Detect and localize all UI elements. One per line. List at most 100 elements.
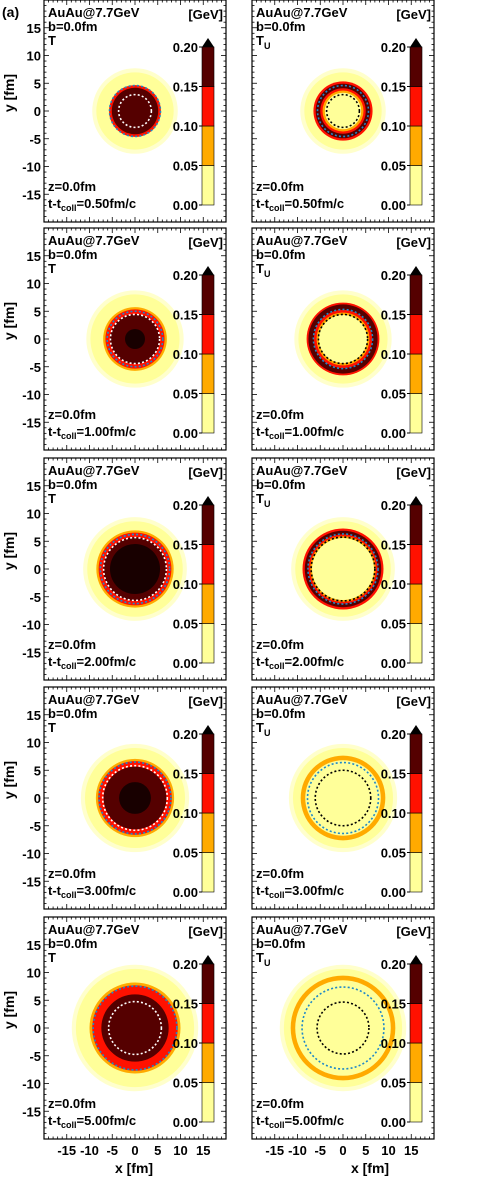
colorbar-segment-3 bbox=[409, 274, 423, 315]
x-tick-label: -15 bbox=[57, 1143, 76, 1158]
colorbar-segment-1 bbox=[409, 125, 423, 166]
x-tick-label: 10 bbox=[381, 1143, 395, 1158]
colorbar-segment-2 bbox=[409, 544, 423, 585]
colorbar-segment-1 bbox=[201, 583, 215, 624]
y-tick-label: -15 bbox=[22, 1104, 41, 1119]
y-tick-label: 5 bbox=[34, 304, 41, 319]
colorbar-extend-arrow bbox=[410, 496, 422, 505]
colorbar-extend-arrow bbox=[202, 725, 214, 734]
contour-line-1 bbox=[107, 1000, 163, 1056]
contour-line-0 bbox=[99, 533, 171, 605]
contour-line-0 bbox=[312, 308, 374, 370]
time-label: t-tcoll=0.50fm/c bbox=[48, 196, 136, 213]
x-tick-label: -10 bbox=[80, 1143, 99, 1158]
colorbar-tick-label: 0.20 bbox=[173, 268, 198, 283]
y-tick-label: 0 bbox=[34, 1021, 41, 1036]
colorbar-segment-2 bbox=[201, 314, 215, 355]
colorbar-segment-3 bbox=[201, 46, 215, 87]
heatmap-area bbox=[83, 517, 187, 621]
y-tick-label: -15 bbox=[22, 187, 41, 202]
contour-zone-2 bbox=[295, 980, 391, 1076]
contour-line-1 bbox=[314, 769, 372, 827]
quantity-label: T bbox=[48, 33, 56, 48]
colorbar-tick-label: 0.15 bbox=[381, 80, 406, 95]
time-label: t-tcoll=5.00fm/c bbox=[48, 1113, 136, 1130]
contour-line-1 bbox=[325, 93, 361, 129]
system-label: AuAu@7.7GeV bbox=[48, 692, 140, 707]
y-tick-label: -10 bbox=[22, 847, 41, 862]
colorbar-tick-label: 0.05 bbox=[173, 387, 198, 402]
y-tick-label: 10 bbox=[27, 49, 41, 64]
colorbar-segment-3 bbox=[409, 504, 423, 545]
contour-line-0 bbox=[316, 84, 370, 138]
y-tick-label: 0 bbox=[34, 791, 41, 806]
y-axis-label: y [fm] bbox=[1, 761, 17, 799]
panel-0-1: 0.00 0.05 0.10 0.15 0.20 [GeV] AuAu@7.7GeVb=0.… bbox=[251, 0, 435, 223]
x-tick-label: 5 bbox=[154, 1143, 161, 1158]
contour-zone-5 bbox=[312, 538, 374, 600]
z-label: z=0.0fm bbox=[48, 179, 96, 194]
colorbar-segment-2 bbox=[409, 1003, 423, 1044]
colorbar-segment-1 bbox=[409, 353, 423, 394]
impact-parameter-label: b=0.0fm bbox=[256, 247, 306, 262]
colorbar-segment-0 bbox=[201, 165, 215, 206]
y-tick-label: -10 bbox=[22, 1077, 41, 1092]
system-label: AuAu@7.7GeV bbox=[48, 233, 140, 248]
colorbar-segment-3 bbox=[409, 963, 423, 1004]
colorbar-tick-label: 0.20 bbox=[173, 957, 198, 972]
contour-line-1 bbox=[316, 1001, 370, 1055]
colorbar-tick-label: 0.10 bbox=[381, 806, 406, 821]
colorbar-extend-arrow bbox=[410, 725, 422, 734]
contour-line-1 bbox=[310, 536, 376, 602]
colorbar-tick-label: 0.05 bbox=[173, 1076, 198, 1091]
colorbar-tick-label: 0.05 bbox=[381, 1076, 406, 1091]
colorbar-unit: [GeV] bbox=[396, 7, 431, 22]
colorbar-tick-label: 0.20 bbox=[381, 727, 406, 742]
x-tick-label: 10 bbox=[173, 1143, 187, 1158]
colorbar-tick-label: 0.15 bbox=[173, 767, 198, 782]
colorbar-tick-label: 0.15 bbox=[381, 767, 406, 782]
system-label: AuAu@7.7GeV bbox=[256, 5, 348, 20]
y-tick-label: 15 bbox=[27, 249, 41, 264]
colorbar-tick-label: 0.00 bbox=[173, 656, 198, 671]
colorbar-segment-3 bbox=[201, 963, 215, 1004]
y-axis-label: y [fm] bbox=[1, 991, 17, 1029]
colorbar-unit: [GeV] bbox=[396, 465, 431, 480]
contour-line-0 bbox=[307, 533, 379, 605]
y-tick-label: 15 bbox=[27, 479, 41, 494]
y-tick-label: -5 bbox=[29, 1049, 41, 1064]
colorbar-tick-label: 0.05 bbox=[173, 846, 198, 861]
heatmap-area bbox=[288, 743, 398, 853]
heatmap-area bbox=[294, 290, 392, 388]
colorbar-tick-label: 0.15 bbox=[381, 997, 406, 1012]
colorbar-tick-label: 0.20 bbox=[381, 498, 406, 513]
y-tick-label: -10 bbox=[22, 618, 41, 633]
z-label: z=0.0fm bbox=[48, 407, 96, 422]
colorbar-segment-3 bbox=[201, 733, 215, 774]
panel-2-0: 0.00 0.05 0.10 0.15 0.20 [GeV] AuAu@7.7GeVb=0.… bbox=[1, 457, 227, 681]
contour-line-0 bbox=[106, 310, 164, 368]
quantity-label: T bbox=[48, 950, 56, 965]
panel-3-0: 0.00 0.05 0.10 0.15 0.20 [GeV] AuAu@7.7GeVb=0.… bbox=[1, 686, 227, 910]
colorbar-extend-arrow bbox=[202, 496, 214, 505]
colorbar-tick-label: 0.10 bbox=[173, 119, 198, 134]
y-tick-label: 5 bbox=[34, 763, 41, 778]
z-label: z=0.0fm bbox=[256, 866, 304, 881]
colorbar-segment-0 bbox=[201, 623, 215, 664]
colorbar-tick-label: 0.15 bbox=[381, 538, 406, 553]
colorbar-extend-arrow bbox=[202, 955, 214, 964]
colorbar-segment-3 bbox=[409, 733, 423, 774]
colorbar-tick-label: 0.20 bbox=[381, 268, 406, 283]
impact-parameter-label: b=0.0fm bbox=[48, 477, 98, 492]
impact-parameter-label: b=0.0fm bbox=[256, 706, 306, 721]
colorbar-segment-2 bbox=[409, 86, 423, 127]
x-tick-label: 15 bbox=[196, 1143, 210, 1158]
colorbar-tick-label: 0.05 bbox=[381, 617, 406, 632]
system-label: AuAu@7.7GeV bbox=[256, 233, 348, 248]
colorbar-tick-label: 0.00 bbox=[173, 426, 198, 441]
panel-2-1: 0.00 0.05 0.10 0.15 0.20 [GeV] AuAu@7.7GeVb=0.… bbox=[251, 457, 435, 681]
panel-4-0: 0.00 0.05 0.10 0.15 0.20 [GeV] AuAu@7.7GeVb=0.… bbox=[1, 916, 227, 1158]
y-tick-label: -10 bbox=[22, 160, 41, 175]
contour-line-0 bbox=[98, 761, 172, 835]
